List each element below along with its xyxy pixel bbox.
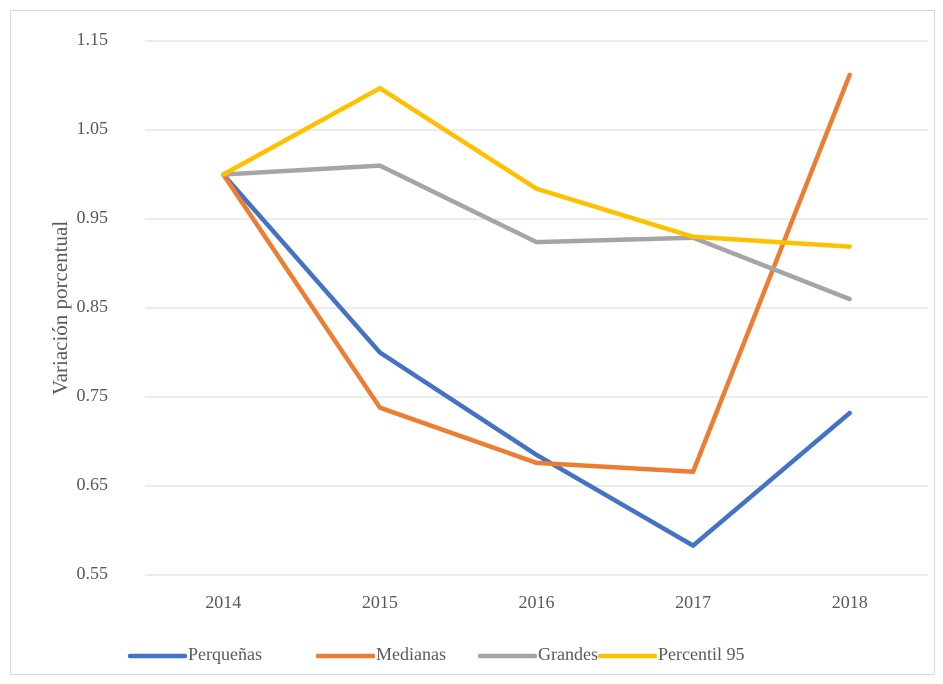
legend-label: Medianas: [376, 644, 446, 664]
x-tick-label: 2014: [205, 592, 241, 612]
y-tick-label: 1.05: [77, 118, 109, 138]
series-line: [221, 163, 852, 302]
series-line: [221, 172, 852, 548]
series-line: [221, 85, 852, 249]
y-tick-label: 1.15: [77, 29, 109, 49]
x-tick-label: 2017: [675, 592, 711, 612]
x-tick-label: 2016: [519, 592, 555, 612]
x-tick-label: 2018: [832, 592, 868, 612]
y-tick-label: 0.85: [77, 296, 109, 316]
legend-label: Percentil 95: [658, 644, 744, 664]
x-tick-label: 2015: [362, 592, 398, 612]
y-axis-title: Variación porcentual: [48, 221, 72, 396]
chart-border: [10, 10, 935, 675]
y-tick-label: 0.95: [77, 207, 109, 227]
y-tick-label: 0.55: [77, 563, 109, 583]
series-line: [221, 72, 852, 475]
y-tick-label: 0.75: [77, 385, 109, 405]
legend-label: Perqueñas: [188, 644, 262, 664]
legend-label: Grandes: [538, 644, 598, 664]
y-tick-label: 0.65: [77, 474, 109, 494]
